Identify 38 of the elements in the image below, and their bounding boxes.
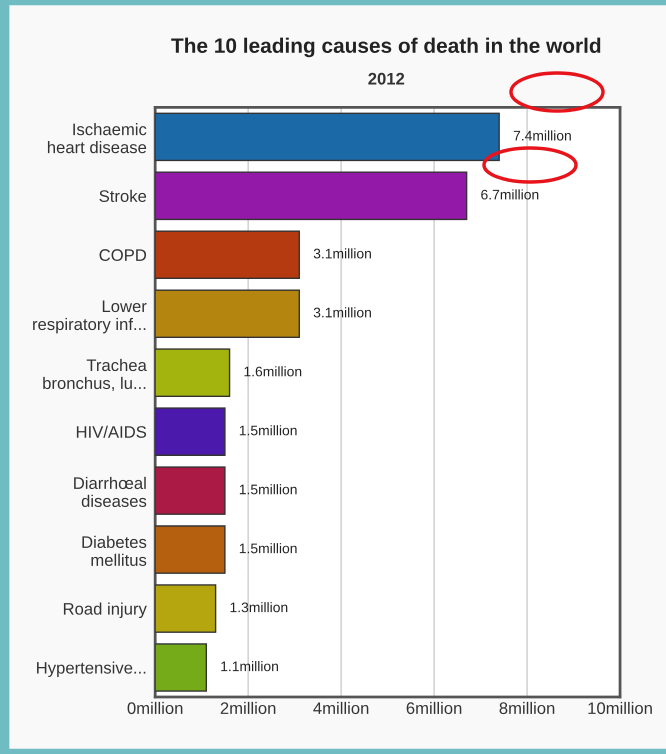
x-tick-label: 4million	[313, 702, 368, 714]
y-tick-label: HIV/AIDS	[76, 426, 146, 438]
data-label: 1.5million	[240, 484, 297, 494]
bar	[155, 348, 230, 397]
x-tick-label: 2million	[220, 702, 276, 714]
data-label: 7.4million	[514, 130, 571, 141]
data-label: 1.3million	[230, 602, 288, 612]
y-tick-label: Road injury	[64, 602, 147, 618]
bar	[155, 230, 300, 280]
y-tick-label: Trachea bronchus, lu...	[43, 358, 147, 392]
bar	[155, 525, 226, 574]
data-label: 1.5million	[240, 425, 297, 436]
bar	[155, 289, 300, 338]
y-tick-label: Ischaemic heart disease	[48, 123, 146, 154]
bar	[155, 466, 226, 515]
y-tick-label: Stroke	[99, 190, 146, 202]
x-tick-label: 10million	[588, 702, 652, 714]
x-tick-label: 0million	[128, 702, 182, 714]
data-label: 1.5million	[240, 543, 297, 554]
x-tick-label: 6million	[406, 702, 462, 714]
y-tick-label: COPD	[100, 249, 146, 261]
bar	[155, 172, 468, 220]
chart-subtitle: 2012	[368, 72, 404, 85]
y-tick-label: Lower respiratory inf...	[33, 300, 147, 334]
y-tick-label: Diabetes mellitus	[82, 536, 146, 566]
data-label: 6.7million	[481, 189, 538, 200]
data-label: 3.1million	[314, 248, 371, 259]
y-tick-label: Hypertensive...	[37, 661, 146, 678]
bar	[155, 112, 500, 162]
bar	[155, 643, 208, 692]
bar	[155, 584, 216, 633]
data-label: 1.1million	[221, 661, 278, 672]
y-tick-label: Diarrhœal diseases	[74, 476, 146, 508]
chart-title: The 10 leading causes of death in the world	[171, 38, 600, 58]
data-label: 3.1million	[314, 307, 371, 318]
bar	[155, 407, 226, 456]
x-tick-label: 8million	[500, 702, 554, 714]
data-label: 1.6million	[244, 366, 302, 376]
